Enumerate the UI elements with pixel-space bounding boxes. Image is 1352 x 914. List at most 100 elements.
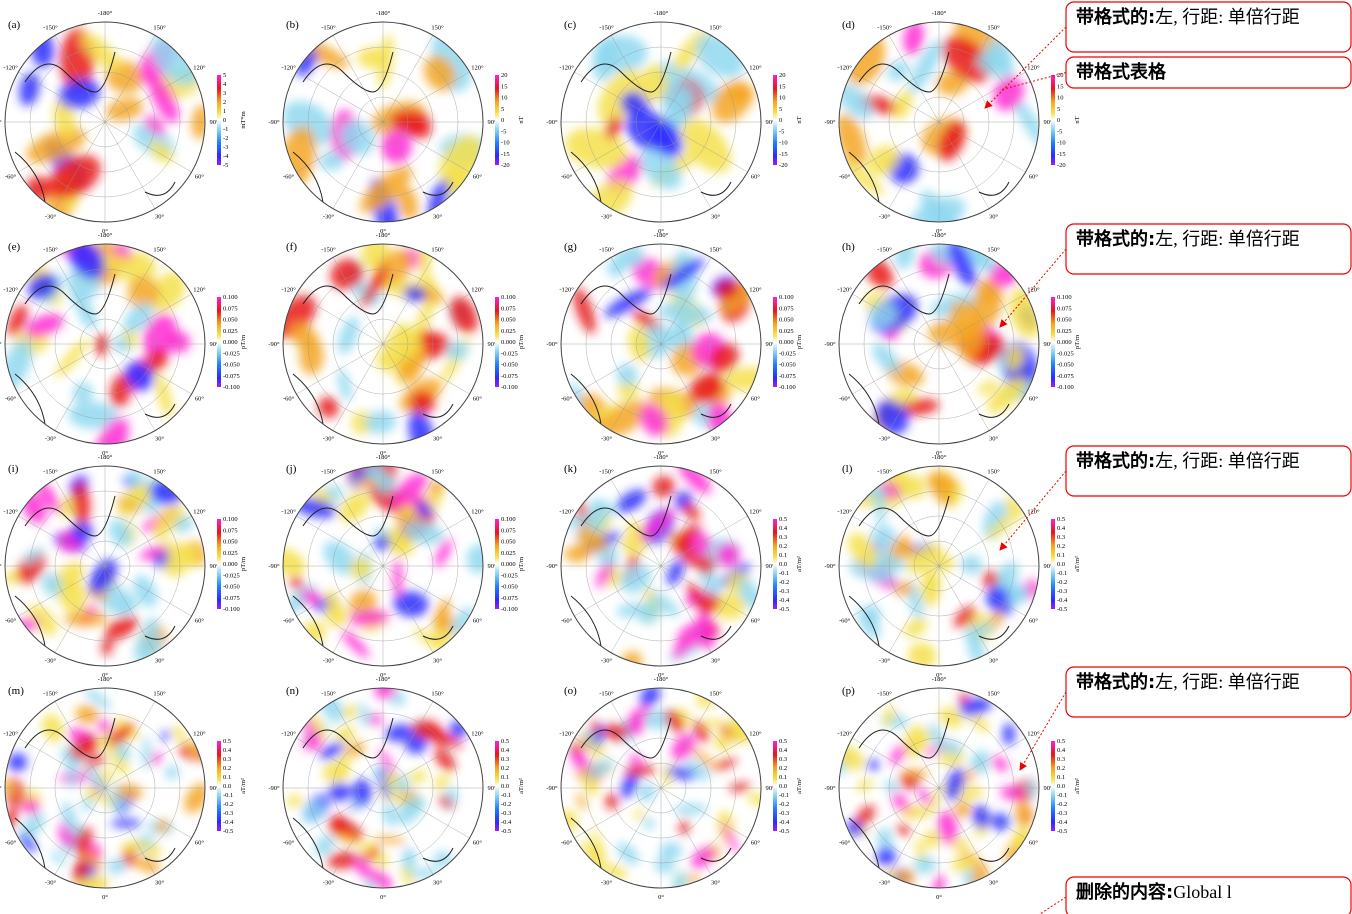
colorbar-tick: -0.4 <box>779 819 790 826</box>
comment-body: 左, 行距: 单倍行距 <box>1155 672 1300 692</box>
longitude-label: -30° <box>601 657 613 664</box>
map <box>283 673 483 895</box>
colorbar-tick: 5 <box>1057 106 1060 113</box>
longitude-label: -180° <box>654 232 669 239</box>
colorbar-tick: 0.4 <box>779 525 788 532</box>
colorbar-tick: 3 <box>223 90 226 97</box>
longitude-label: 120° <box>193 509 206 516</box>
longitude-label: -90° <box>268 785 280 792</box>
longitude-label: 0° <box>936 894 942 901</box>
colorbar-tick: 0.4 <box>501 747 510 754</box>
colorbar-tick: 0.1 <box>779 552 787 559</box>
longitude-label: -150° <box>877 25 892 32</box>
colorbar-tick: -0.5 <box>501 828 511 835</box>
colorbar <box>773 297 777 387</box>
longitude-label: -150° <box>321 247 336 254</box>
colorbar <box>495 297 499 387</box>
longitude-label: -120° <box>837 65 852 72</box>
panel-label: (h) <box>842 241 855 253</box>
longitude-label: -90° <box>268 563 280 570</box>
colorbar-tick: -0.075 <box>223 595 240 602</box>
longitude-label: -90° <box>0 119 2 126</box>
longitude-label: 30° <box>155 213 165 220</box>
colorbar-tick: -5 <box>223 162 228 169</box>
colorbar-tick: 0 <box>1057 117 1060 124</box>
longitude-label: -90° <box>0 341 2 348</box>
colorbar-tick: 0.000 <box>501 339 516 346</box>
longitude-label: -60° <box>283 618 295 625</box>
colorbar-tick: -0.075 <box>1057 373 1074 380</box>
longitude-label: -90° <box>0 785 2 792</box>
panel-label: (i) <box>8 463 19 475</box>
colorbar-tick: 0.2 <box>779 765 787 772</box>
colorbar-tick: -0.1 <box>779 570 789 577</box>
colorbar <box>495 741 499 831</box>
longitude-label: -180° <box>932 10 947 17</box>
longitude-label: -150° <box>877 691 892 698</box>
longitude-label: 120° <box>1027 65 1040 72</box>
longitude-label: -180° <box>654 676 669 683</box>
longitude-label: -90° <box>824 119 836 126</box>
longitude-label: -180° <box>654 10 669 17</box>
colorbar-tick: -10 <box>501 140 510 147</box>
colorbar-tick: 0 <box>501 117 504 124</box>
colorbar-tick: 0.2 <box>1057 543 1065 550</box>
colorbar-tick: 0.100 <box>1057 294 1072 301</box>
colorbar-tick: -0.4 <box>501 819 512 826</box>
longitude-label: -180° <box>98 10 113 17</box>
map <box>0 685 214 895</box>
longitude-label: -90° <box>824 341 836 348</box>
longitude-label: -90° <box>0 563 2 570</box>
longitude-label: -180° <box>98 676 113 683</box>
longitude-label: 150° <box>153 247 166 254</box>
longitude-label: -60° <box>839 396 851 403</box>
longitude-label: 120° <box>193 731 206 738</box>
colorbar-tick: -0.050 <box>223 584 240 591</box>
colorbar-tick: -0.4 <box>1057 819 1068 826</box>
comment-text: 带格式的:左, 行距: 单倍行距 <box>1076 671 1300 693</box>
longitude-label: 30° <box>433 657 443 664</box>
longitude-label: -120° <box>559 65 574 72</box>
panel-label: (l) <box>842 463 853 475</box>
longitude-label: -180° <box>376 454 391 461</box>
colorbar-tick: 15 <box>501 83 508 90</box>
colorbar-tick: 0.100 <box>223 516 238 523</box>
comment-label: 带格式的: <box>1076 6 1155 28</box>
longitude-label: -120° <box>281 731 296 738</box>
longitude-label: 150° <box>153 25 166 32</box>
longitude-label: 60° <box>195 618 205 625</box>
colorbar-tick: -0.2 <box>1057 579 1067 586</box>
colorbar-tick: 0.100 <box>779 294 794 301</box>
longitude-label: 60° <box>473 840 483 847</box>
longitude-label: -120° <box>3 731 18 738</box>
longitude-label: -30° <box>601 213 613 220</box>
longitude-label: -30° <box>601 435 613 442</box>
colorbar-tick: 0.075 <box>501 305 516 312</box>
colorbar-tick: 0.3 <box>779 756 787 763</box>
longitude-label: 120° <box>471 731 484 738</box>
longitude-label: -60° <box>561 396 573 403</box>
colorbar-tick: 0.050 <box>501 539 516 546</box>
colorbar-tick: 0.075 <box>779 305 794 312</box>
colorbar-tick: -0.050 <box>223 362 240 369</box>
colorbar <box>217 75 221 165</box>
map <box>557 456 766 676</box>
colorbar-unit: pT/m <box>518 557 525 571</box>
colorbar-tick: 0.025 <box>223 550 238 557</box>
longitude-label: -90° <box>546 563 558 570</box>
colorbar-tick: -0.1 <box>223 792 233 799</box>
colorbar-tick: 0.5 <box>779 738 787 745</box>
colorbar-tick: 0.0 <box>223 783 231 790</box>
longitude-label: 60° <box>1029 396 1039 403</box>
longitude-label: -180° <box>932 232 947 239</box>
panel-label: (g) <box>564 241 577 253</box>
colorbar-tick: 0.100 <box>501 516 516 523</box>
longitude-label: 60° <box>195 840 205 847</box>
longitude-label: 150° <box>987 25 1000 32</box>
colorbar-tick: 0.100 <box>501 294 516 301</box>
colorbar-tick: 0.5 <box>1057 516 1065 523</box>
longitude-label: 150° <box>987 691 1000 698</box>
colorbar-tick: 0.0 <box>779 561 787 568</box>
colorbar-unit: mT*m <box>240 111 247 128</box>
colorbar <box>1051 75 1055 165</box>
